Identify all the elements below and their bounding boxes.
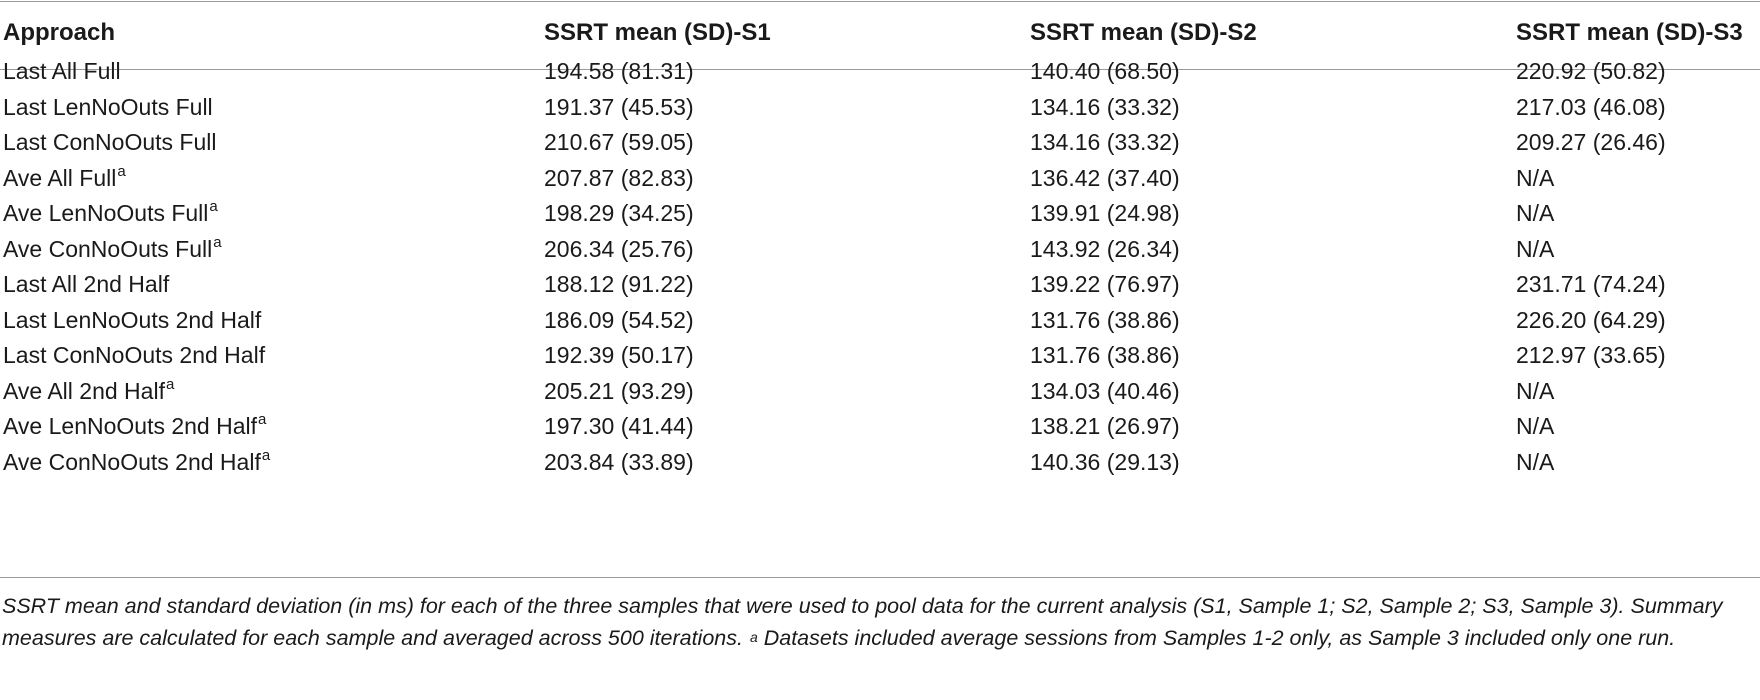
header-s2: SSRT mean (SD)-S2 (1030, 19, 1257, 46)
ssrt-s3-cell: 212.97 (33.65) (1516, 342, 1666, 369)
approach-label: Last ConNoOuts 2nd Half (3, 342, 266, 369)
ssrt-s1-cell: 192.39 (50.17) (544, 342, 694, 369)
approach-label: Last LenNoOuts 2nd Half (3, 306, 262, 333)
ssrt-s1-cell: 194.58 (81.31) (544, 58, 694, 85)
table-row: Ave LenNoOuts 2nd Halfa 197.30 (41.44) 138… (0, 409, 1760, 445)
approach-label: Last All Full (3, 58, 121, 85)
ssrt-s1-cell: 197.30 (41.44) (544, 413, 694, 440)
ssrt-s1-cell: 186.09 (54.52) (544, 306, 694, 333)
ssrt-s1-cell: 206.34 (25.76) (544, 235, 694, 262)
ssrt-s3-cell: 226.20 (64.29) (1516, 306, 1666, 333)
approach-label: Last LenNoOuts Full (3, 93, 213, 120)
approach-cell: Last ConNoOuts 2nd Half (0, 338, 544, 374)
ssrt-s1-cell: 203.84 (33.89) (544, 448, 694, 475)
approach-label: Ave ConNoOuts Full (3, 235, 213, 262)
approach-cell: Ave All 2nd Halfa (0, 374, 544, 410)
table-row: Ave ConNoOuts Fulla 206.34 (25.76) 143.92 … (0, 232, 1760, 268)
table-row: Ave LenNoOuts Fulla 198.29 (34.25) 139.91 … (0, 196, 1760, 232)
header-rule (0, 69, 1760, 70)
ssrt-s3-cell: 220.92 (50.82) (1516, 58, 1666, 85)
ssrt-s2-cell: 139.22 (76.97) (1030, 271, 1180, 298)
approach-label: Ave All Full (3, 164, 117, 191)
ssrt-s2-cell: 140.40 (68.50) (1030, 58, 1180, 85)
approach-label: Ave ConNoOuts 2nd Half (3, 448, 261, 475)
ssrt-table: Approach SSRT mean (SD)-S1 SSRT mean (SD… (0, 12, 1760, 480)
ssrt-s1-cell: 207.87 (82.83) (544, 164, 694, 191)
approach-cell: Ave ConNoOuts 2nd Halfa (0, 445, 544, 481)
ssrt-s3-cell: N/A (1516, 448, 1555, 475)
ssrt-s1-cell: 198.29 (34.25) (544, 200, 694, 227)
ssrt-s2-cell: 131.76 (38.86) (1030, 342, 1180, 369)
table-row: Ave All Fulla 207.87 (82.83) 136.42 (37.40… (0, 161, 1760, 197)
ssrt-s1-cell: 205.21 (93.29) (544, 377, 694, 404)
ssrt-s3-cell: 209.27 (26.46) (1516, 129, 1666, 156)
approach-label: Ave LenNoOuts 2nd Half (3, 413, 258, 440)
table-row: Last LenNoOuts Full 191.37 (45.53) 134.16 … (0, 90, 1760, 126)
approach-cell: Last LenNoOuts 2nd Half (0, 303, 544, 339)
approach-label: Last All 2nd Half (3, 271, 170, 298)
ssrt-s2-cell: 140.36 (29.13) (1030, 448, 1180, 475)
header-s3: SSRT mean (SD)-S3 (1516, 19, 1743, 46)
ssrt-s1-cell: 191.37 (45.53) (544, 93, 694, 120)
ssrt-s3-cell: 231.71 (74.24) (1516, 271, 1666, 298)
approach-cell: Last LenNoOuts Full (0, 90, 544, 126)
ssrt-s3-cell: N/A (1516, 164, 1555, 191)
ssrt-s2-cell: 139.91 (24.98) (1030, 200, 1180, 227)
table-caption: SSRT mean and standard deviation (in ms)… (2, 590, 1758, 654)
approach-cell: Last All 2nd Half (0, 267, 544, 303)
ssrt-s3-cell: N/A (1516, 413, 1555, 440)
ssrt-s3-cell: N/A (1516, 235, 1555, 262)
table-row: Ave ConNoOuts 2nd Halfa 203.84 (33.89) 140… (0, 445, 1760, 481)
header-row: Approach SSRT mean (SD)-S1 SSRT mean (SD… (0, 12, 1760, 54)
footnote-marker: a (261, 446, 271, 464)
approach-cell: Last ConNoOuts Full (0, 125, 544, 161)
footnote-marker: a (209, 198, 218, 216)
table-body: Last All Full 194.58 (81.31) 140.40 (68.50… (0, 54, 1760, 480)
approach-cell: Ave LenNoOuts Fulla (0, 196, 544, 232)
ssrt-s1-cell: 210.67 (59.05) (544, 129, 694, 156)
ssrt-s3-cell: 217.03 (46.08) (1516, 93, 1666, 120)
approach-label: Last ConNoOuts Full (3, 129, 217, 156)
ssrt-s3-cell: N/A (1516, 377, 1555, 404)
table-row: Last LenNoOuts 2nd Half 186.09 (54.52) 131… (0, 303, 1760, 339)
table-row: Last All Full 194.58 (81.31) 140.40 (68.50… (0, 54, 1760, 90)
table-row: Last ConNoOuts Full 210.67 (59.05) 134.16 … (0, 125, 1760, 161)
ssrt-s3-cell: N/A (1516, 200, 1555, 227)
ssrt-s2-cell: 136.42 (37.40) (1030, 164, 1180, 191)
ssrt-s2-cell: 134.03 (40.46) (1030, 377, 1180, 404)
table-row: Ave All 2nd Halfa 205.21 (93.29) 134.03 (4… (0, 374, 1760, 410)
ssrt-s2-cell: 134.16 (33.32) (1030, 129, 1180, 156)
ssrt-s2-cell: 143.92 (26.34) (1030, 235, 1180, 262)
caption-text-1: SSRT mean and standard deviation (in ms)… (2, 594, 1723, 650)
approach-label: Ave LenNoOuts Full (3, 200, 209, 227)
approach-cell: Ave ConNoOuts Fulla (0, 232, 544, 268)
approach-cell: Ave LenNoOuts 2nd Halfa (0, 409, 544, 445)
ssrt-s2-cell: 134.16 (33.32) (1030, 93, 1180, 120)
approach-cell: Ave All Fulla (0, 161, 544, 197)
footnote-marker: a (258, 411, 267, 429)
footnote-marker: a (165, 375, 175, 393)
footnote-marker: a (213, 233, 222, 251)
caption-footnote-marker: a (749, 629, 758, 645)
ssrt-s2-cell: 138.21 (26.97) (1030, 413, 1180, 440)
header-approach: Approach (3, 19, 116, 46)
bottom-rule (0, 577, 1760, 578)
ssrt-s2-cell: 131.76 (38.86) (1030, 306, 1180, 333)
approach-label: Ave All 2nd Half (3, 377, 165, 404)
approach-cell: Last All Full (0, 54, 544, 90)
ssrt-s1-cell: 188.12 (91.22) (544, 271, 694, 298)
header-s1: SSRT mean (SD)-S1 (544, 19, 771, 46)
footnote-marker: a (117, 162, 126, 180)
table-row: Last All 2nd Half 188.12 (91.22) 139.22 (7… (0, 267, 1760, 303)
caption-text-2: Datasets included average sessions from … (757, 626, 1676, 650)
table-row: Last ConNoOuts 2nd Half 192.39 (50.17) 131… (0, 338, 1760, 374)
top-rule (0, 1, 1760, 2)
